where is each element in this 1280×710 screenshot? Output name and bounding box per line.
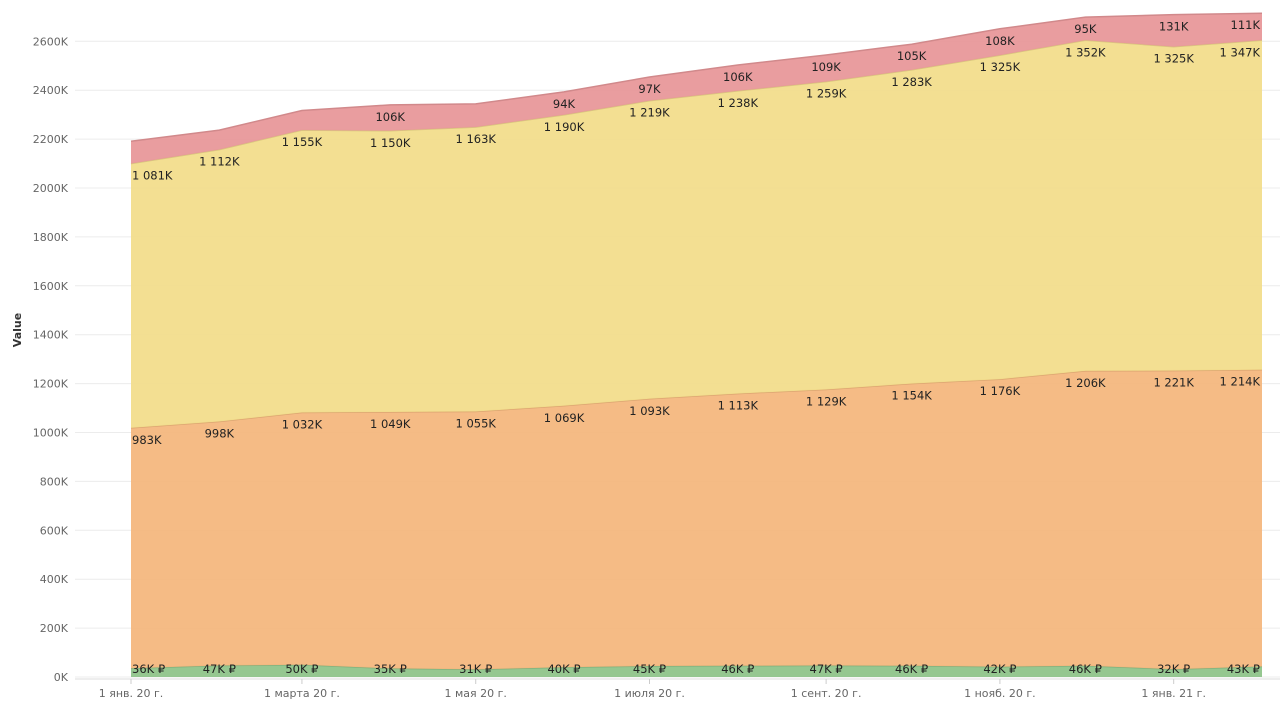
series-3-area: [131, 13, 1262, 164]
data-label: 1 190K: [544, 120, 585, 134]
data-label: 46K ₽: [1069, 662, 1102, 676]
x-axis: 1 янв. 20 г. 1 марта 20 г. 1 мая 20 г. 1 ию…: [75, 678, 1280, 700]
data-label: 108K: [985, 34, 1015, 48]
data-label: 35K ₽: [374, 662, 407, 676]
data-label: 1 221K: [1153, 376, 1194, 390]
data-label: 1 219K: [629, 106, 670, 120]
y-tick-label: 2200K: [33, 133, 69, 146]
y-tick-label: 2400K: [33, 84, 69, 97]
data-label: 42K ₽: [983, 662, 1016, 676]
y-tick-label: 600K: [40, 524, 69, 537]
x-tick-label: 1 янв. 20 г.: [99, 687, 164, 700]
x-tick-label: 1 июля 20 г.: [614, 687, 685, 700]
y-tick-label: 2000K: [33, 182, 69, 195]
data-label: 95K: [1074, 22, 1097, 36]
data-label: 50K ₽: [285, 662, 318, 676]
data-label: 1 049K: [370, 417, 411, 431]
data-label: 1 069K: [544, 411, 585, 425]
data-label: 1 176K: [980, 384, 1021, 398]
series-0-line: [130, 664, 1263, 671]
data-label: 1 325K: [1153, 52, 1194, 66]
y-tick-label: 0K: [54, 671, 69, 684]
y-tick-label: 1600K: [33, 280, 69, 293]
data-label: 32K ₽: [1157, 662, 1190, 676]
series-areas: [130, 12, 1263, 677]
data-label: 106K: [723, 70, 753, 84]
data-label: 111K: [1231, 18, 1261, 32]
data-label: 1 283K: [891, 75, 932, 89]
data-label: 109K: [811, 60, 841, 74]
data-label: 1 352K: [1065, 45, 1106, 59]
data-labels: 36K ₽ 47K ₽ 50K ₽ 35K ₽ 31K ₽ 40K ₽ 45K ₽ 46K ₽…: [132, 18, 1260, 676]
y-tick-label: 1400K: [33, 329, 69, 342]
data-label: 94K: [553, 97, 576, 111]
data-label: 131K: [1159, 20, 1189, 34]
data-label: 1 154K: [891, 389, 932, 403]
data-label: 46K ₽: [895, 662, 928, 676]
y-axis-title: Value: [11, 313, 24, 347]
y-axis: 0K 200K 400K 600K 800K 1000K 1200K 1400K 1600K 18…: [33, 35, 69, 684]
data-label: 47K ₽: [810, 662, 843, 676]
x-tick-label: 1 марта 20 г.: [264, 687, 340, 700]
data-label: 1 081K: [132, 169, 173, 183]
data-label: 105K: [897, 49, 927, 63]
data-label: 46K ₽: [721, 662, 754, 676]
data-label: 40K ₽: [547, 662, 580, 676]
series-2-area: [131, 40, 1262, 428]
x-tick-label: 1 сент. 20 г.: [791, 687, 862, 700]
data-label: 97K: [638, 82, 661, 96]
data-label: 1 206K: [1065, 376, 1106, 390]
series-1-area: [131, 369, 1262, 670]
series-3-line: [130, 12, 1263, 143]
data-label: 45K ₽: [633, 662, 666, 676]
data-label: 1 055K: [455, 416, 496, 430]
data-label: 1 113K: [718, 399, 759, 413]
y-tick-label: 800K: [40, 475, 69, 488]
y-tick-label: 1200K: [33, 378, 69, 391]
data-label: 43K ₽: [1227, 662, 1260, 676]
x-tick-label: 1 нояб. 20 г.: [964, 687, 1036, 700]
x-tick-label: 1 янв. 21 г.: [1141, 687, 1206, 700]
data-label: 36K ₽: [132, 662, 165, 676]
data-label: 983K: [132, 433, 162, 447]
series-0-area: [131, 664, 1262, 677]
y-tick-label: 200K: [40, 622, 69, 635]
y-tick-label: 400K: [40, 573, 69, 586]
data-label: 1 112K: [199, 155, 240, 169]
data-label: 1 032K: [282, 417, 323, 431]
data-label: 1 129K: [806, 394, 847, 408]
x-tick-label: 1 мая 20 г.: [445, 687, 507, 700]
data-label: 1 238K: [718, 96, 759, 110]
data-label: 31K ₽: [459, 662, 492, 676]
data-label: 1 259K: [806, 87, 847, 101]
data-label: 1 347K: [1220, 45, 1261, 59]
y-tick-label: 1000K: [33, 427, 69, 440]
y-tick-label: 1800K: [33, 231, 69, 244]
data-label: 1 150K: [370, 136, 411, 150]
data-label: 1 093K: [629, 404, 670, 418]
data-label: 1 214K: [1220, 375, 1261, 389]
data-label: 106K: [375, 110, 405, 124]
data-label: 998K: [205, 426, 235, 440]
data-label: 1 163K: [455, 132, 496, 146]
y-tick-label: 2600K: [33, 35, 69, 48]
data-label: 1 155K: [282, 135, 323, 149]
data-label: 47K ₽: [203, 662, 236, 676]
data-label: 1 325K: [980, 60, 1021, 74]
